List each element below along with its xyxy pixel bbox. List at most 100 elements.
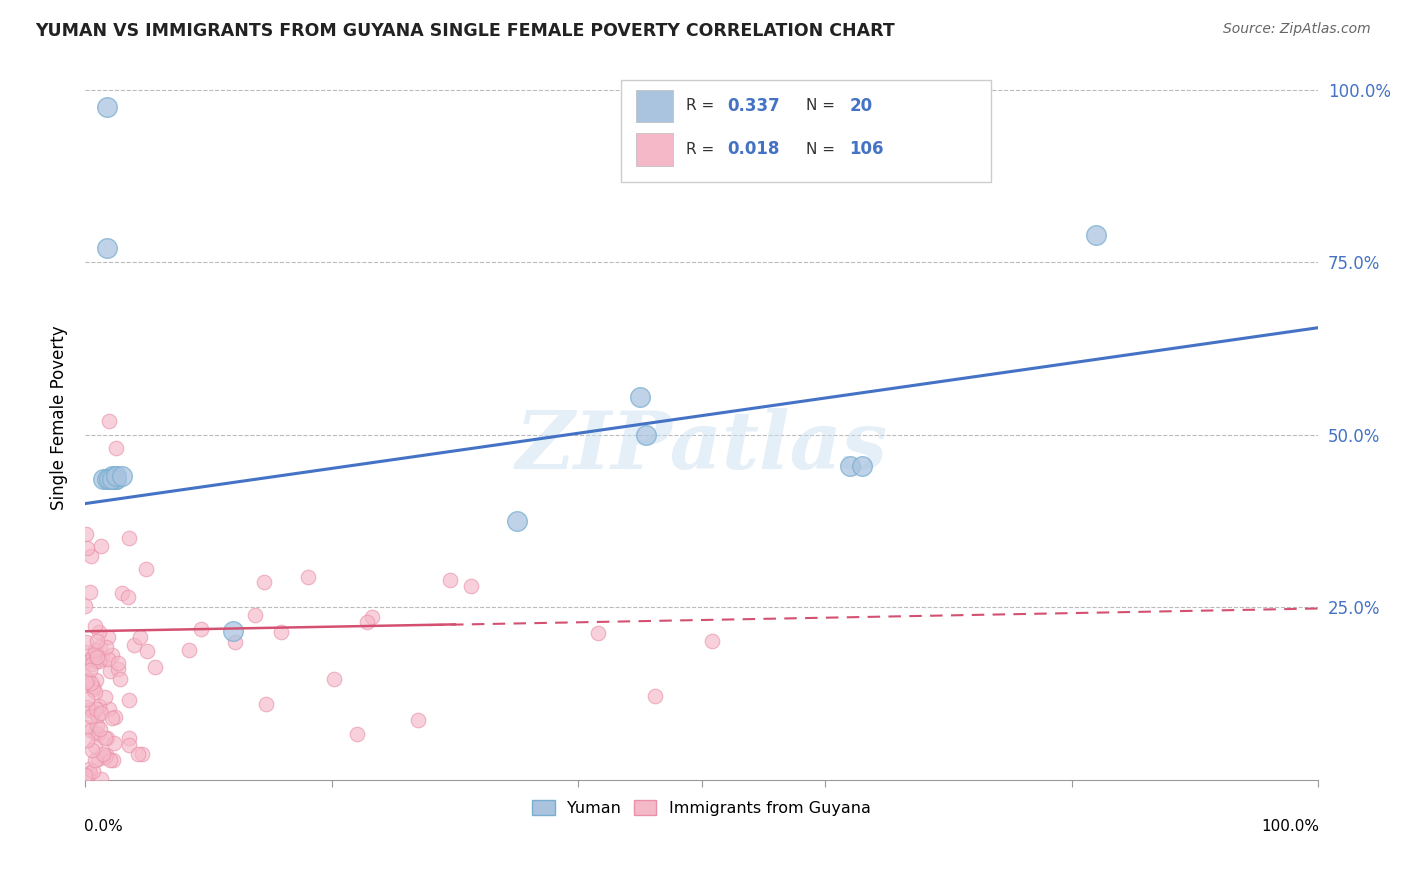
Point [94,640,117,654]
Text: ZIPatlas: ZIPatlas [516,408,887,485]
Point [104,473,127,487]
Point [439,574,461,588]
Point [86,707,108,722]
Point [73,767,96,781]
Text: YUMAN VS IMMIGRANTS FROM GUYANA SINGLE FEMALE POVERTY CORRELATION CHART: YUMAN VS IMMIGRANTS FROM GUYANA SINGLE F… [35,22,894,40]
Point [94,750,117,764]
Point [128,747,150,761]
Point [77,673,100,687]
Point [84,655,107,669]
Point [322,672,344,686]
Point [86,752,108,766]
Point [77,762,100,776]
FancyBboxPatch shape [636,89,673,122]
Point [135,644,157,658]
Point [79,585,101,599]
Point [82,649,104,664]
Point [124,638,146,652]
Point [100,664,122,678]
Point [83,753,105,767]
Point [86,650,108,665]
Point [84,725,107,739]
Point [104,709,127,723]
Point [107,656,129,670]
Point [93,747,115,761]
Point [104,473,127,487]
Point [190,622,212,636]
Point [89,722,111,736]
Point [80,657,103,672]
Point [96,241,118,255]
Point [94,747,117,762]
Point [84,702,107,716]
Point [79,664,101,678]
Point [107,662,129,676]
Point [117,590,139,604]
Point [84,647,107,661]
Point [111,469,134,483]
Point [1085,227,1108,242]
Point [79,766,101,780]
Point [83,642,105,657]
Point [628,390,651,404]
Point [254,697,277,711]
Text: N =: N = [807,142,841,157]
Point [84,685,107,699]
Text: N =: N = [807,98,841,113]
Text: 100.0%: 100.0% [1261,820,1319,835]
Y-axis label: Single Female Poverty: Single Female Poverty [51,325,67,509]
Point [86,673,108,687]
Point [86,727,108,741]
Point [118,731,141,745]
Point [75,675,97,690]
Point [82,681,104,695]
Point [83,705,105,719]
Point [97,702,120,716]
Point [104,469,127,483]
Point [346,727,368,741]
Point [80,709,103,723]
Point [75,599,97,614]
Point [89,640,111,654]
Point [505,514,527,528]
Point [98,752,121,766]
Point [101,473,124,487]
Point [270,624,292,639]
Point [79,723,101,738]
Point [75,634,97,648]
Point [91,473,114,487]
Point [75,721,97,735]
Point [101,473,124,487]
Point [76,700,98,714]
Point [80,549,103,563]
Point [131,747,153,761]
Point [700,634,723,648]
Point [356,615,378,630]
Point [838,458,860,473]
Point [361,609,384,624]
Point [86,718,108,732]
Point [179,643,201,657]
Point [103,736,125,750]
Point [108,672,131,686]
Point [76,732,98,747]
Text: 0.0%: 0.0% [83,820,122,835]
Point [97,630,120,644]
Point [634,427,657,442]
Point [75,527,97,541]
Point [75,645,97,659]
Point [245,608,267,623]
Point [98,473,121,487]
Legend: Yuman, Immigrants from Guyana: Yuman, Immigrants from Guyana [526,794,877,822]
Point [82,764,104,779]
Point [101,469,124,483]
Point [75,655,97,669]
Text: Source: ZipAtlas.com: Source: ZipAtlas.com [1223,22,1371,37]
Point [96,473,118,487]
Point [586,626,609,640]
Point [93,690,115,705]
Point [90,706,112,720]
Point [84,739,107,753]
Point [87,624,110,639]
Point [80,651,103,665]
